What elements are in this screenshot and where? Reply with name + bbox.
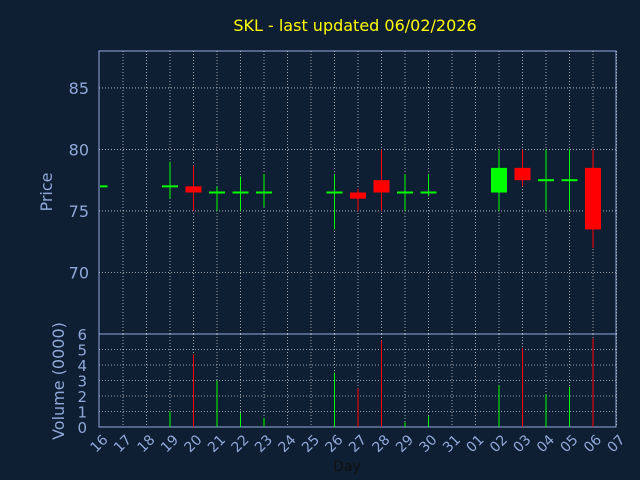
volume-bars-group — [169, 338, 594, 427]
volume-tick-label: 2 — [77, 388, 87, 406]
x-tick-label: 16 — [88, 432, 112, 456]
candle-body — [256, 191, 272, 194]
tick-labels-group: 16 17 18 19 20 21 22 23 24 25 26 27 28 29 30 31 01 02 03 04… — [69, 79, 629, 456]
x-tick-label: 04 — [534, 432, 558, 456]
x-tick-label: 02 — [487, 432, 511, 456]
volume-tick-label: 1 — [77, 404, 87, 422]
candle-body — [585, 167, 601, 230]
chart-title: SKL - last updated 06/02/2026 — [233, 16, 476, 35]
volume-tick-label: 5 — [77, 342, 87, 360]
x-axis-label: Day — [333, 459, 361, 475]
candle-body — [397, 191, 413, 194]
x-tick-label: 03 — [511, 432, 535, 456]
x-tick-label: 18 — [135, 432, 159, 456]
candle-body — [373, 180, 390, 193]
candle-body — [232, 191, 249, 194]
x-tick-label: 24 — [276, 432, 300, 456]
x-tick-label: 26 — [323, 432, 347, 456]
x-tick-label: 30 — [417, 432, 441, 456]
price-tick-label: 85 — [69, 79, 89, 98]
candle-body — [420, 191, 437, 194]
price-axis-label: Price — [37, 172, 56, 211]
x-tick-label: 31 — [440, 432, 464, 456]
x-tick-label: 22 — [229, 432, 253, 456]
x-tick-label: 21 — [205, 432, 229, 456]
volume-tick-label: 6 — [77, 326, 87, 344]
x-tick-label: 28 — [370, 432, 394, 456]
x-tick-label: 27 — [346, 432, 370, 456]
x-tick-label: 07 — [605, 432, 629, 456]
price-tick-label: 70 — [69, 263, 89, 282]
x-tick-label: 20 — [182, 432, 206, 456]
price-tick-label: 80 — [69, 140, 89, 159]
x-tick-label: 17 — [111, 432, 135, 456]
x-tick-label: 19 — [158, 432, 182, 456]
candle-body — [209, 191, 225, 194]
volume-tick-label: 0 — [77, 419, 87, 437]
price-tick-label: 75 — [69, 202, 89, 221]
candle-body — [185, 186, 202, 193]
candle-body — [538, 179, 554, 182]
candle-body — [561, 179, 578, 182]
volume-axis-label: Volume (0000) — [49, 322, 68, 440]
x-tick-label: 23 — [252, 432, 276, 456]
volume-tick-label: 4 — [77, 357, 87, 375]
x-tick-label: 06 — [581, 432, 605, 456]
candle-body — [162, 185, 178, 188]
candle-body — [491, 167, 507, 193]
x-tick-label: 25 — [299, 432, 323, 456]
candle-body — [326, 191, 343, 194]
candles-group — [100, 149, 601, 248]
candle-body — [350, 192, 366, 199]
candle-body — [514, 167, 531, 181]
grid-lines — [99, 51, 617, 427]
x-tick-label: 29 — [393, 432, 417, 456]
candle-body — [100, 185, 108, 188]
volume-tick-label: 3 — [77, 373, 87, 391]
x-tick-label: 01 — [464, 432, 488, 456]
x-tick-label: 05 — [558, 432, 582, 456]
